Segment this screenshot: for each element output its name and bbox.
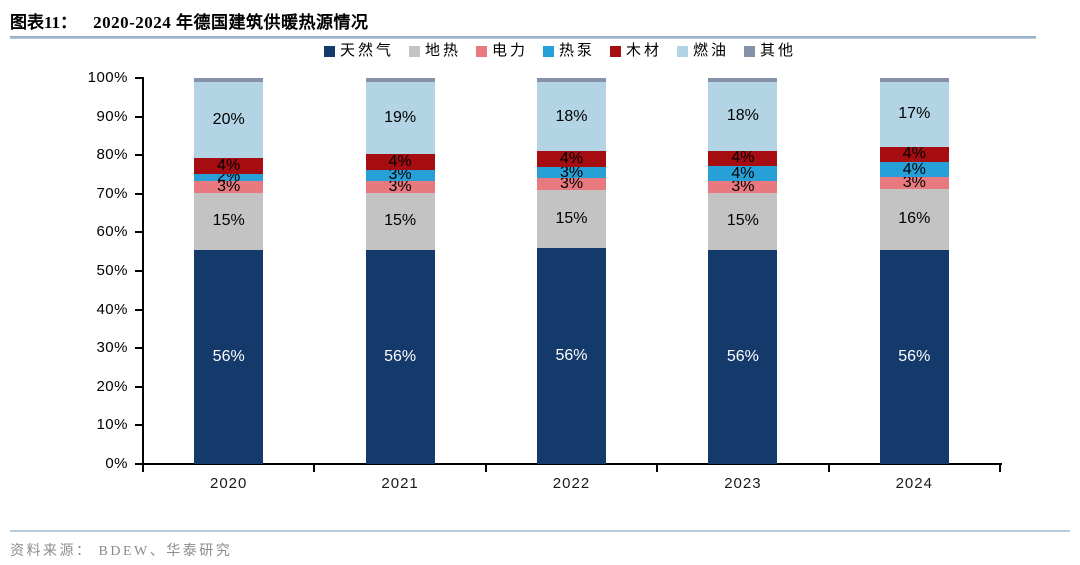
bar-segment <box>194 158 264 174</box>
bar-segment <box>537 81 606 152</box>
source-note: 资料来源： BDEW、华泰研究 <box>10 544 233 559</box>
legend-swatch-icon <box>610 46 621 57</box>
bar-segment <box>879 188 949 250</box>
legend-item: 天然气 <box>323 43 394 59</box>
x-tick-label: 2022 <box>552 475 591 492</box>
y-tick-label: 60% <box>96 223 128 241</box>
legend-swatch-icon <box>677 46 689 57</box>
figure-title-text: 2020-2024 年德国建筑供暖热源情况 <box>93 13 369 32</box>
legend-label: 木材 <box>626 43 663 59</box>
x-tick <box>313 464 316 472</box>
y-tick <box>135 347 143 350</box>
legend-label: 地热 <box>424 43 461 59</box>
bar-segment <box>708 81 778 151</box>
x-tick <box>484 464 487 472</box>
y-tick <box>135 308 143 311</box>
y-tick-label: 0% <box>105 455 128 472</box>
y-tick <box>135 270 143 272</box>
legend-swatch-icon <box>323 46 335 57</box>
bar-segment <box>708 165 778 182</box>
bar-segment <box>708 249 778 464</box>
bar-segment <box>365 78 435 82</box>
legend-item: 热泵 <box>542 43 595 59</box>
y-tick <box>135 424 143 427</box>
bar-segment <box>537 78 606 82</box>
bar-segment <box>537 151 606 167</box>
title-divider <box>10 36 1036 39</box>
bar-segment <box>194 81 264 159</box>
y-tick-label: 90% <box>96 107 128 125</box>
bar-segment <box>194 181 264 193</box>
bar-segment <box>879 249 949 464</box>
bar-segment <box>537 166 606 179</box>
x-tick <box>999 464 1001 472</box>
y-tick <box>135 154 143 157</box>
legend-swatch-icon <box>408 46 420 57</box>
legend-swatch-icon <box>542 46 554 57</box>
y-tick <box>135 231 143 234</box>
y-tick-label: 70% <box>96 184 128 202</box>
legend-item: 其他 <box>744 44 796 59</box>
x-tick <box>142 464 144 472</box>
bar-segment <box>194 173 264 182</box>
chart-legend: 天然气 地热 电力 热泵 木材 燃油 其他 <box>120 44 1000 59</box>
y-tick-label: 30% <box>96 339 128 357</box>
bar-segment <box>708 78 778 82</box>
bar-segment <box>365 154 435 170</box>
bar-segment <box>365 249 435 464</box>
legend-label: 热泵 <box>558 43 595 59</box>
x-tick-label: 2021 <box>381 475 419 492</box>
legend-label: 其他 <box>760 43 797 59</box>
bar-segment <box>365 181 435 193</box>
source-divider <box>10 530 1070 532</box>
y-axis-line <box>142 77 144 466</box>
y-tick-label: 80% <box>96 146 128 164</box>
bar-segment <box>365 192 435 250</box>
y-tick-label: 40% <box>96 300 128 318</box>
y-tick-label: 10% <box>96 416 128 434</box>
bar-segment <box>879 146 949 163</box>
bar-segment <box>879 78 949 82</box>
y-tick-label: 100% <box>87 69 128 86</box>
legend-item: 燃油 <box>677 44 729 59</box>
bar-segment <box>537 189 606 248</box>
bar-segment <box>194 78 264 82</box>
bar-segment <box>365 81 435 155</box>
bar-segment <box>708 181 778 193</box>
bar-segment <box>365 169 435 182</box>
bar-segment <box>879 162 949 178</box>
x-tick <box>656 464 659 472</box>
bar-segment <box>537 247 606 464</box>
x-tick-label: 2020 <box>210 475 248 492</box>
y-tick <box>135 463 143 465</box>
y-tick <box>135 192 143 195</box>
x-tick-label: 2023 <box>724 475 762 492</box>
bar-segment <box>708 192 778 250</box>
legend-label: 电力 <box>491 43 528 59</box>
legend-item: 地热 <box>408 43 461 59</box>
legend-swatch-icon <box>744 46 756 57</box>
y-tick <box>135 385 143 388</box>
legend-swatch-icon <box>475 46 487 57</box>
legend-label: 天然气 <box>339 43 394 59</box>
bar-segment <box>879 177 949 189</box>
figure-number: 图表11： <box>10 13 78 32</box>
y-tick <box>135 77 143 79</box>
bar-segment <box>879 81 949 147</box>
y-tick-label: 50% <box>96 262 128 279</box>
x-tick <box>827 464 830 472</box>
legend-item: 电力 <box>475 43 528 59</box>
y-tick-label: 20% <box>96 377 128 395</box>
bar-segment <box>708 150 778 166</box>
bar-segment <box>194 192 264 250</box>
figure-title: 图表11： 2020-2024 年德国建筑供暖热源情况 <box>10 8 368 33</box>
x-tick-label: 2024 <box>895 475 933 492</box>
x-axis-line <box>142 463 1002 465</box>
bar-segment <box>194 249 264 464</box>
legend-item: 木材 <box>610 44 662 59</box>
legend-label: 燃油 <box>693 43 730 59</box>
y-tick <box>135 115 143 118</box>
bar-segment <box>537 178 606 190</box>
